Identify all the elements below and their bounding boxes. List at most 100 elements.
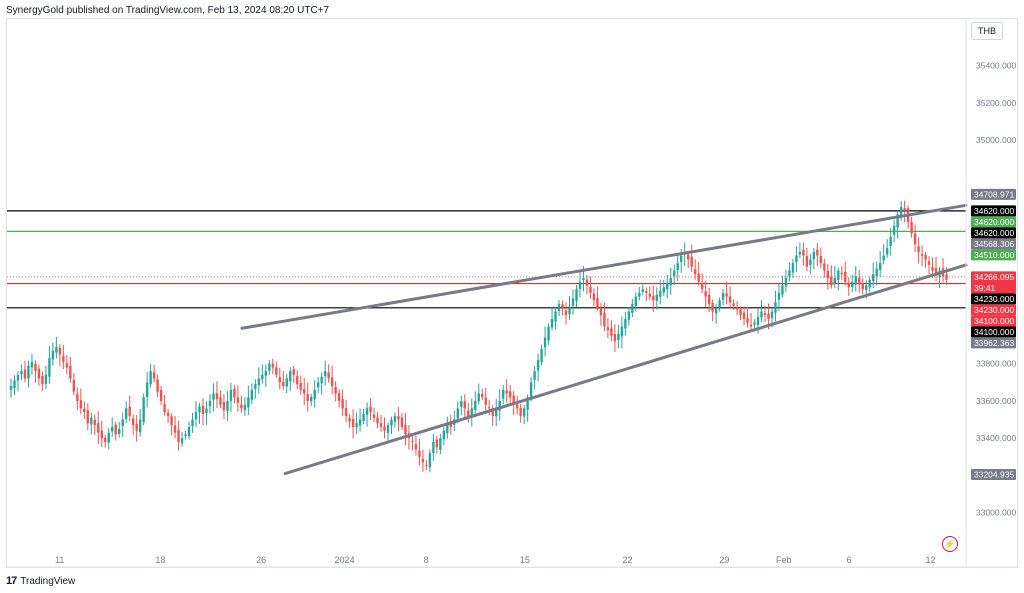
- candle-body: [491, 408, 494, 416]
- candle-body: [296, 376, 299, 385]
- candle-body: [791, 263, 795, 273]
- candle-body: [285, 378, 288, 387]
- candle-body: [913, 233, 917, 245]
- lightning-icon[interactable]: ⚡: [942, 536, 958, 552]
- candle-body: [543, 337, 547, 348]
- candle-body: [781, 285, 784, 295]
- trendline[interactable]: [240, 203, 968, 330]
- candle-body: [386, 425, 390, 434]
- candle-body: [809, 259, 812, 265]
- candle-body: [477, 393, 480, 402]
- candle-body: [945, 274, 948, 280]
- candle-body: [892, 225, 896, 235]
- candlestick-series: [9, 200, 948, 473]
- candle-body: [208, 400, 212, 407]
- candle-body: [261, 374, 264, 380]
- trendline[interactable]: [283, 263, 968, 476]
- candle-body: [219, 397, 222, 405]
- candle-body: [865, 285, 868, 290]
- candle-body: [931, 267, 934, 271]
- candle-body: [233, 388, 236, 398]
- candle-body: [397, 416, 400, 420]
- candle-body: [833, 277, 837, 284]
- price-label-text: 34708.971: [974, 189, 1014, 199]
- candle-body: [819, 256, 823, 264]
- candle-body: [756, 317, 760, 325]
- candle-body: [247, 397, 250, 408]
- time-axis: 11 18 26 2024 8 15 22 29 Feb 6 12: [55, 555, 935, 565]
- candle-body: [704, 291, 707, 297]
- candle-body: [673, 270, 676, 276]
- candle-body: [236, 397, 240, 403]
- brand-name: TradingView: [20, 575, 76, 587]
- price-label-box: [971, 271, 1016, 294]
- candle-body: [739, 309, 742, 316]
- price-label-box: [971, 216, 1016, 228]
- candle-body: [550, 318, 554, 328]
- candle-body: [348, 418, 351, 422]
- candle-body: [735, 307, 739, 310]
- x-tick-label: 26: [256, 555, 266, 565]
- candle-body: [131, 418, 135, 426]
- candle-body: [226, 400, 229, 411]
- candle-body: [163, 403, 166, 413]
- candle-body: [686, 254, 690, 260]
- candle-body: [526, 397, 529, 410]
- candle-body: [529, 382, 533, 397]
- candle-body: [578, 281, 582, 290]
- candle-body: [885, 248, 889, 255]
- candle-body: [495, 408, 498, 417]
- candle-body: [79, 400, 83, 409]
- candle-body: [603, 312, 606, 327]
- candle-body: [571, 298, 575, 306]
- candle-body: [303, 389, 306, 394]
- candle-body: [875, 268, 878, 277]
- candle-body: [899, 207, 903, 217]
- price-label-text: 34568.306: [974, 239, 1014, 249]
- candle-body: [34, 363, 37, 372]
- candle-body: [812, 251, 816, 260]
- candle-body: [760, 311, 763, 318]
- candle-body: [313, 389, 316, 400]
- candle-body: [383, 426, 386, 431]
- candle-body: [292, 369, 295, 375]
- candle-body: [145, 382, 149, 398]
- candle-body: [505, 390, 508, 394]
- price-label-text: 34230.000: [974, 305, 1014, 315]
- candle-body: [268, 363, 271, 371]
- candle-body: [142, 397, 145, 423]
- candle-body: [585, 279, 589, 286]
- candle-body: [124, 408, 128, 420]
- candle-body: [254, 384, 257, 389]
- candle-body: [393, 415, 397, 422]
- candle-body: [257, 378, 261, 386]
- candle-body: [645, 291, 648, 293]
- x-tick-label: 8: [424, 555, 429, 565]
- candle-body: [917, 246, 920, 252]
- candle-body: [316, 382, 320, 388]
- tradingview-logo-icon: 17: [6, 575, 17, 587]
- candle-body: [418, 450, 421, 457]
- candle-body: [522, 408, 526, 417]
- candle-body: [194, 412, 198, 420]
- y-tick-label: 33600.000: [976, 396, 1016, 406]
- candle-body: [774, 302, 777, 313]
- candle-body: [456, 408, 460, 419]
- candle-body: [872, 274, 875, 282]
- candle-body: [638, 292, 641, 297]
- x-tick-label: 11: [55, 555, 64, 565]
- candle-body: [868, 279, 871, 288]
- candle-body: [222, 402, 226, 411]
- candle-body: [83, 408, 86, 413]
- candle-body: [55, 346, 58, 353]
- price-label-box: [971, 238, 1016, 250]
- price-label-text: 34510.000: [974, 250, 1014, 260]
- candle-body: [323, 371, 327, 377]
- candle-body: [118, 428, 121, 435]
- candle-body: [20, 371, 23, 375]
- price-label-box: [971, 326, 1016, 338]
- currency-label[interactable]: THB: [971, 22, 1003, 40]
- candle-body: [107, 432, 110, 443]
- countdown-label: 39:41: [974, 283, 996, 293]
